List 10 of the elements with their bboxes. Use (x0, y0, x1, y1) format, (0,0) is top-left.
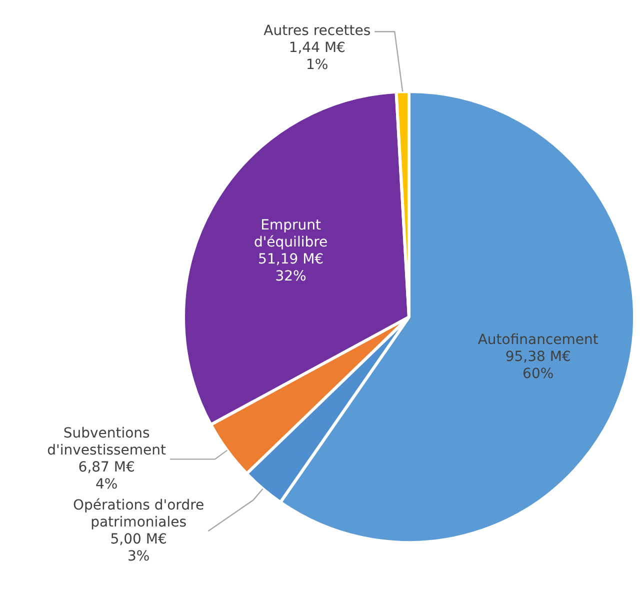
data-label: 6,87 M€ 4% (78, 459, 135, 492)
data-label: 51,19 M€ 32% (258, 251, 324, 284)
slice-label: Emprunt d'équilibre (254, 217, 328, 250)
slice-label: Subventions d'investissement (47, 425, 167, 458)
slice-label: Autofinancement (478, 332, 599, 348)
data-label: 1,44 M€ 1% (288, 40, 346, 74)
slice-label: Autres recettes (264, 23, 371, 40)
data-label: 5,00 M€ 3% (110, 531, 167, 564)
slice-label: Opérations d'ordre patrimoniales (72, 497, 204, 530)
data-label: 95,38 M€ 60% (505, 349, 571, 382)
